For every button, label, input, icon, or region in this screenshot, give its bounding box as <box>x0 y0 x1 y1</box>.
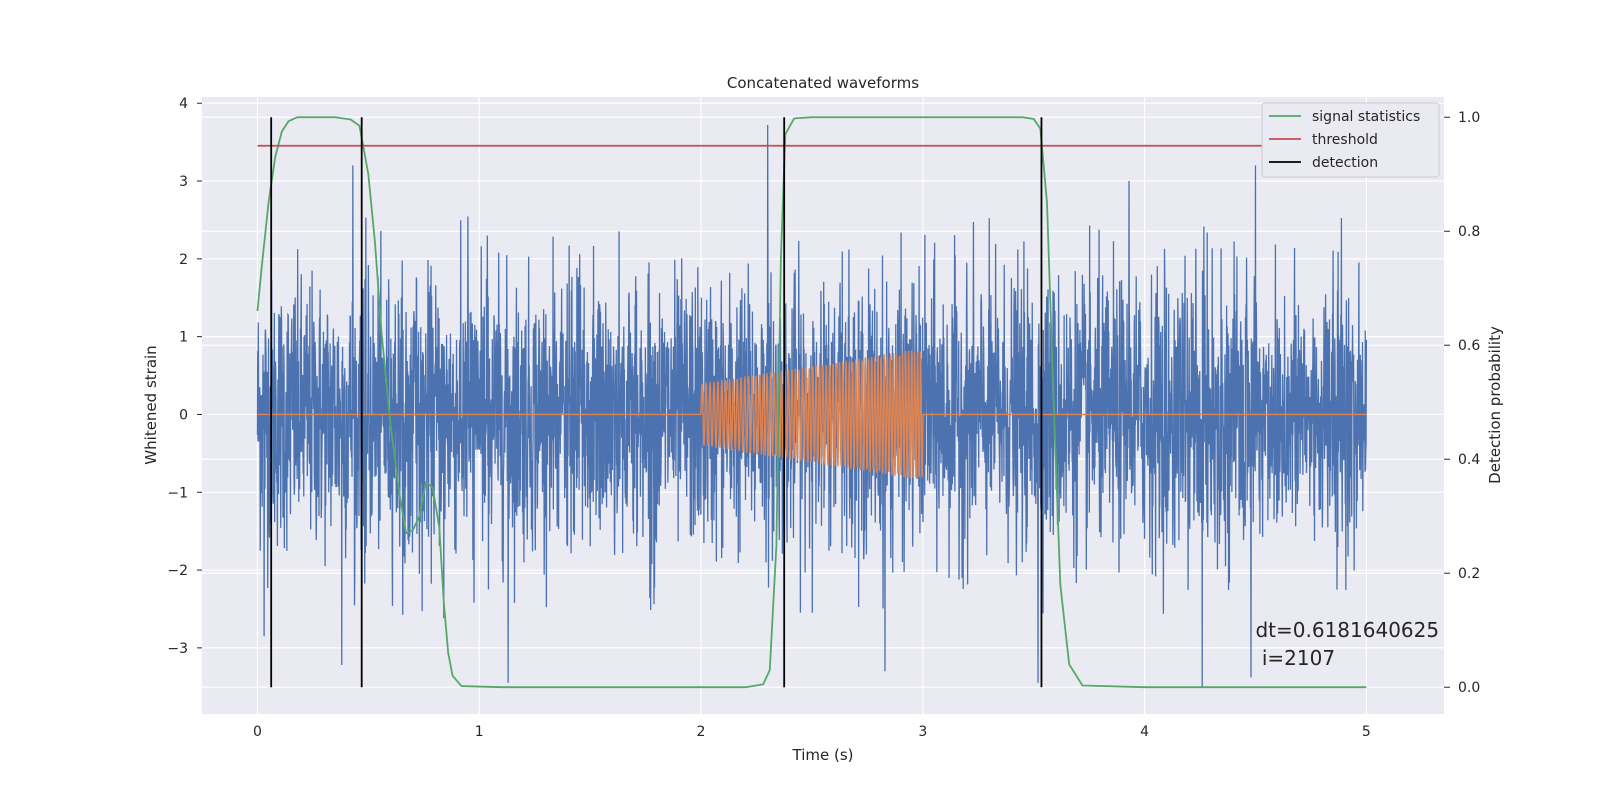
y-tick-label: 2 <box>179 252 188 268</box>
y-axis-label: Whitened strain <box>142 345 160 464</box>
x-tick-label: 5 <box>1362 724 1371 740</box>
y2-axis-label: Detection probability <box>1486 326 1504 484</box>
legend-entry-detection: detection <box>1269 155 1378 171</box>
annotation: dt=0.6181640625 i=2107 <box>1255 618 1439 670</box>
y2-tick-label: 0.8 <box>1458 224 1480 240</box>
legend-entry-threshold: threshold <box>1269 132 1378 148</box>
x-axis-ticks: 0 1 2 3 4 5 <box>253 724 1371 740</box>
chart-title: Concatenated waveforms <box>727 74 919 92</box>
x-tick-label: 1 <box>475 724 484 740</box>
y-tick-label: −1 <box>167 485 188 501</box>
y-tick-label: −3 <box>167 641 188 657</box>
legend-label-signal-statistics: signal statistics <box>1312 109 1420 125</box>
y2-tick-label: 0.2 <box>1458 566 1480 582</box>
annotation-line-1: dt=0.6181640625 <box>1255 618 1439 642</box>
y-axis-ticks: −3 −2 −1 0 1 2 3 4 <box>167 96 202 657</box>
y2-tick-label: 0.4 <box>1458 452 1480 468</box>
series-layer <box>256 116 1368 689</box>
series-injected-chirp <box>257 350 1367 479</box>
y-tick-label: 1 <box>179 330 188 346</box>
legend-entry-signal-statistics: signal statistics <box>1269 109 1420 125</box>
series-whitened-strain <box>256 125 1368 687</box>
y-tick-label: 0 <box>179 407 188 423</box>
y2-tick-label: 1.0 <box>1458 110 1480 126</box>
grid-lines <box>202 97 1444 714</box>
y2-tick-label: 0.0 <box>1458 680 1480 696</box>
legend-label-detection: detection <box>1312 155 1378 171</box>
y2-tick-label: 0.6 <box>1458 338 1480 354</box>
legend: signal statistics threshold detection <box>1261 102 1440 178</box>
legend-box <box>1261 102 1440 178</box>
y2-axis-ticks: 0.0 0.2 0.4 0.6 0.8 1.0 <box>1444 110 1480 696</box>
y-tick-label: −2 <box>167 563 188 579</box>
x-tick-label: 4 <box>1140 724 1149 740</box>
x-tick-label: 3 <box>918 724 927 740</box>
y-tick-label: 4 <box>179 96 188 112</box>
series-signal-statistics <box>256 116 1367 689</box>
x-tick-label: 2 <box>697 724 706 740</box>
annotation-line-2: i=2107 <box>1255 646 1335 670</box>
legend-label-threshold: threshold <box>1312 132 1378 148</box>
y-tick-label: 3 <box>179 174 188 190</box>
x-axis-label: Time (s) <box>792 746 854 764</box>
x-tick-label: 0 <box>253 724 262 740</box>
